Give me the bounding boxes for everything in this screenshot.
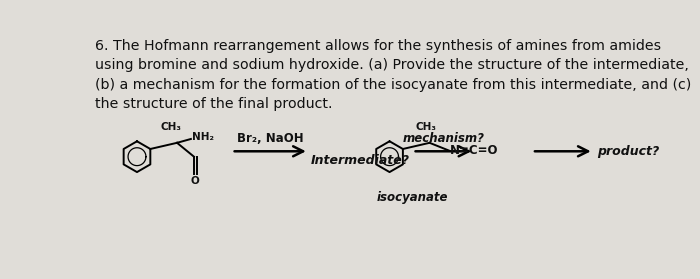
Text: O: O — [190, 176, 199, 186]
Text: isocyanate: isocyanate — [377, 191, 449, 204]
Text: Intermediate?: Intermediate? — [310, 154, 410, 167]
Text: CH₃: CH₃ — [160, 122, 181, 132]
Text: CH₃: CH₃ — [415, 122, 436, 132]
Text: 6. The Hofmann rearrangement allows for the synthesis of amines from amides
usin: 6. The Hofmann rearrangement allows for … — [95, 39, 692, 111]
Text: Br₂, NaOH: Br₂, NaOH — [237, 132, 304, 145]
Text: product?: product? — [596, 145, 659, 158]
Text: mechanism?: mechanism? — [402, 132, 484, 145]
Text: N=C=O: N=C=O — [449, 144, 498, 157]
Text: NH₂: NH₂ — [193, 132, 214, 142]
